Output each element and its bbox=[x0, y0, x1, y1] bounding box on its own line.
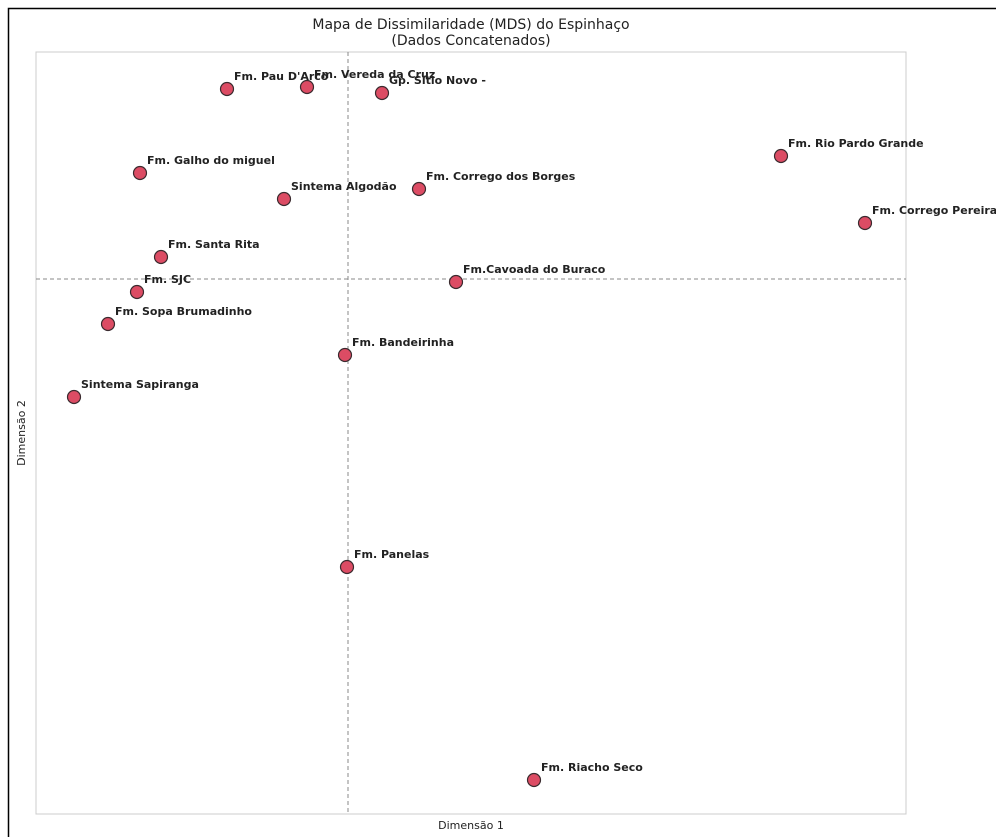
point-label: Fm. Corrego Pereira bbox=[872, 204, 996, 217]
point-label: Fm. Riacho Seco bbox=[541, 761, 643, 774]
point-label: Gp. Sítio Novo - bbox=[389, 74, 486, 87]
plot-area bbox=[35, 51, 907, 815]
point bbox=[857, 215, 873, 231]
point bbox=[219, 81, 235, 97]
point-label: Sintema Sapiranga bbox=[81, 378, 199, 391]
point-label: Fm. SJC bbox=[144, 273, 191, 286]
chart-title: Mapa de Dissimilaridade (MDS) do Espinha… bbox=[312, 17, 629, 33]
point bbox=[339, 559, 355, 575]
point-label: Fm. Pau D'Arco bbox=[234, 70, 329, 83]
point bbox=[773, 148, 789, 164]
point bbox=[129, 284, 145, 300]
point bbox=[100, 316, 116, 332]
point-label: Fm. Sopa Brumadinho bbox=[115, 305, 252, 318]
point-label: Sintema Algodão bbox=[291, 180, 397, 193]
point bbox=[132, 165, 148, 181]
point-label: Fm. Santa Rita bbox=[168, 238, 260, 251]
point bbox=[411, 181, 427, 197]
x-axis-label: Dimensão 1 bbox=[438, 819, 504, 832]
point-label: Fm. Corrego dos Borges bbox=[426, 170, 576, 183]
point-label: Fm.Cavoada do Buraco bbox=[463, 263, 606, 276]
point-label: Fm. Bandeirinha bbox=[352, 336, 454, 349]
point-label: Fm. Galho do miguel bbox=[147, 154, 275, 167]
point bbox=[337, 347, 353, 363]
point bbox=[153, 249, 169, 265]
point bbox=[299, 79, 315, 95]
point-label: Fm. Rio Pardo Grande bbox=[788, 137, 924, 150]
point bbox=[374, 85, 390, 101]
point-label: Fm. Panelas bbox=[354, 548, 430, 561]
point bbox=[66, 389, 82, 405]
frame bbox=[7, 7, 996, 837]
point bbox=[526, 772, 542, 788]
chart-subtitle: (Dados Concatenados) bbox=[391, 33, 550, 49]
point bbox=[276, 191, 292, 207]
y-axis-label: Dimensão 2 bbox=[15, 400, 28, 466]
point-label: Fm. Vereda da Cruz bbox=[314, 68, 435, 81]
point bbox=[448, 274, 464, 290]
